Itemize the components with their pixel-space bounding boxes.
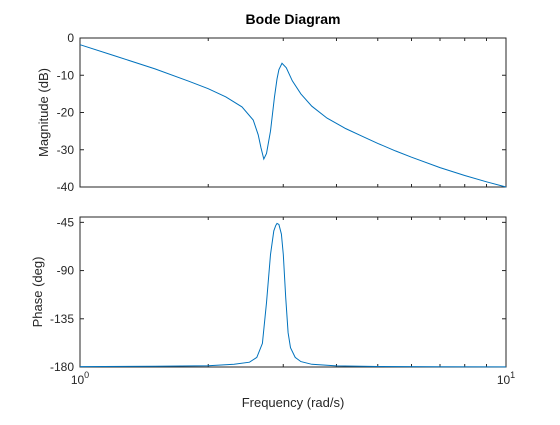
frequency-axis-label: Frequency (rad/s) <box>242 395 345 410</box>
magnitude-plot-frame <box>79 37 507 188</box>
magnitude-axis-label: Magnitude (dB) <box>36 68 51 157</box>
phase-ytick-label: -180 <box>50 360 74 374</box>
magnitude-ytick-label: 0 <box>67 31 74 45</box>
phase-response-line <box>79 222 507 368</box>
phase-plot-frame <box>79 216 507 368</box>
magnitude-ytick-label: -10 <box>57 68 75 82</box>
phase-ytick-label: -135 <box>50 312 74 326</box>
frequency-xtick-label: 101 <box>497 370 515 387</box>
magnitude-panel: 0 -10 -20 -30 -40 Magnitude (dB) <box>36 31 507 194</box>
chart-title: Bode Diagram <box>246 11 341 27</box>
phase-axis-label: Phase (deg) <box>30 257 45 328</box>
magnitude-ytick-label: -40 <box>57 180 75 194</box>
phase-ytick-label: -45 <box>57 215 75 229</box>
phase-ytick-label: -90 <box>57 264 75 278</box>
frequency-xtick-label: 100 <box>71 370 89 387</box>
magnitude-ytick-label: -30 <box>57 143 75 157</box>
phase-panel: -45 -90 -135 -180 Phase (deg) <box>30 215 507 374</box>
magnitude-response-line <box>79 44 507 188</box>
magnitude-ytick-label: -20 <box>57 106 75 120</box>
